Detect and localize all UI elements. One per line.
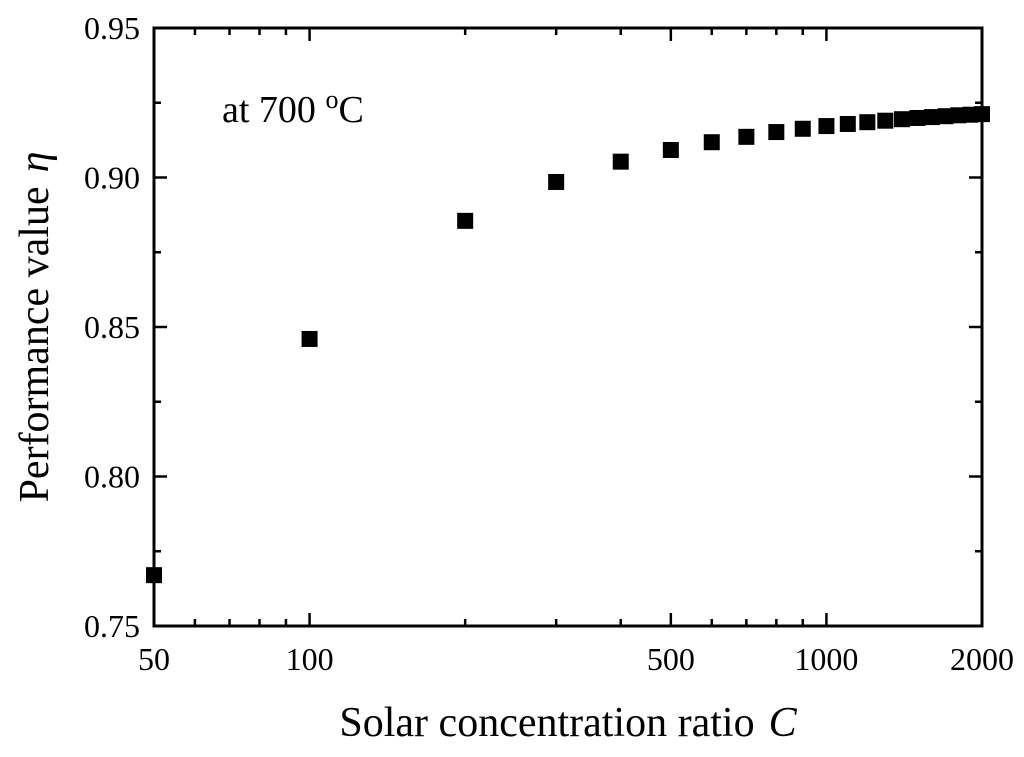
data-point	[818, 118, 835, 135]
x-tick-label: 1000	[794, 641, 858, 677]
data-points	[146, 106, 990, 584]
data-point	[877, 112, 894, 129]
plot-frame	[152, 26, 984, 628]
data-point	[909, 109, 926, 126]
annotation-label: at 700 oC	[222, 85, 364, 131]
data-point	[457, 212, 474, 229]
data-point	[950, 107, 967, 124]
data-point	[893, 111, 910, 128]
data-point	[662, 141, 679, 158]
data-point	[794, 120, 811, 137]
data-point	[859, 114, 876, 131]
data-point	[923, 109, 940, 126]
y-tick-label: 0.75	[84, 608, 140, 644]
x-tick-label: 2000	[950, 641, 1014, 677]
data-point	[301, 330, 318, 347]
y-tick-label: 0.80	[84, 459, 140, 495]
y-tick-label: 0.95	[84, 10, 140, 46]
data-point	[768, 124, 785, 141]
x-tick-label: 500	[647, 641, 695, 677]
data-point	[738, 128, 755, 145]
x-axis-label: Solar concentration ratio C	[339, 700, 797, 746]
x-tick-label: 50	[138, 641, 170, 677]
data-point	[548, 173, 565, 190]
annotation-superscript: o	[325, 85, 338, 114]
data-point	[937, 108, 954, 125]
y-tick-label: 0.85	[84, 309, 140, 345]
data-point	[703, 134, 720, 151]
y-tick-label: 0.90	[84, 160, 140, 196]
axis-tick-labels: 50 100 500 1000 2000 0.75 0.80 0.85 0.90 0.95	[84, 10, 1014, 677]
y-axis-label: Performance valueη	[12, 152, 58, 503]
x-tick-label: 100	[286, 641, 334, 677]
data-point	[839, 115, 856, 132]
data-point	[612, 153, 629, 170]
